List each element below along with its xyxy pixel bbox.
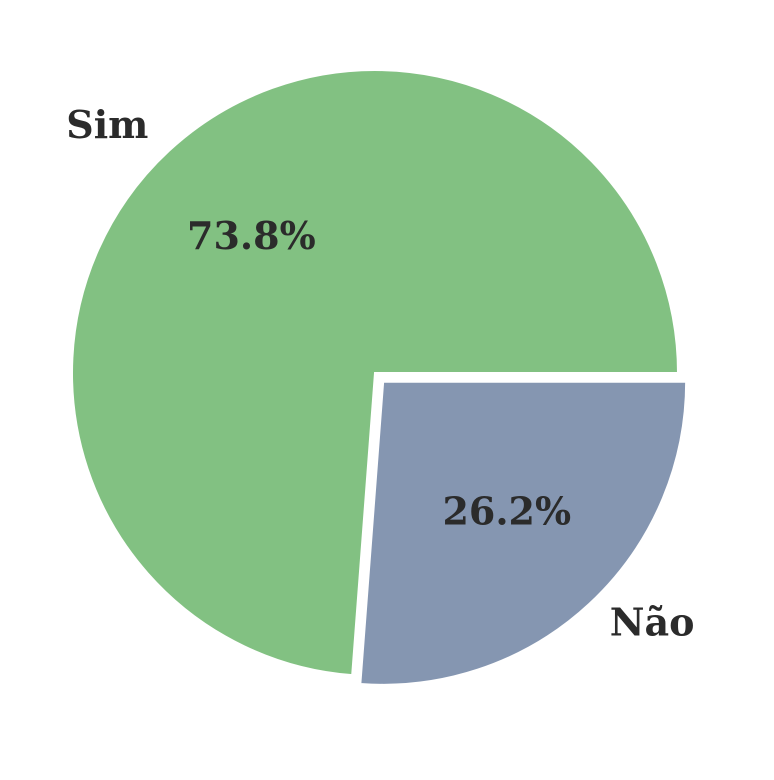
labels-layer: 73.8% Sim 26.2% Não	[66, 102, 694, 645]
pie-slice-n-o	[359, 380, 688, 686]
percent-label: 26.2%	[442, 489, 571, 534]
pie-slice-sim	[71, 69, 680, 677]
category-label: Sim	[66, 102, 148, 147]
percent-label: 73.8%	[187, 213, 316, 258]
category-label: Não	[610, 600, 695, 645]
slices-layer	[71, 69, 688, 686]
